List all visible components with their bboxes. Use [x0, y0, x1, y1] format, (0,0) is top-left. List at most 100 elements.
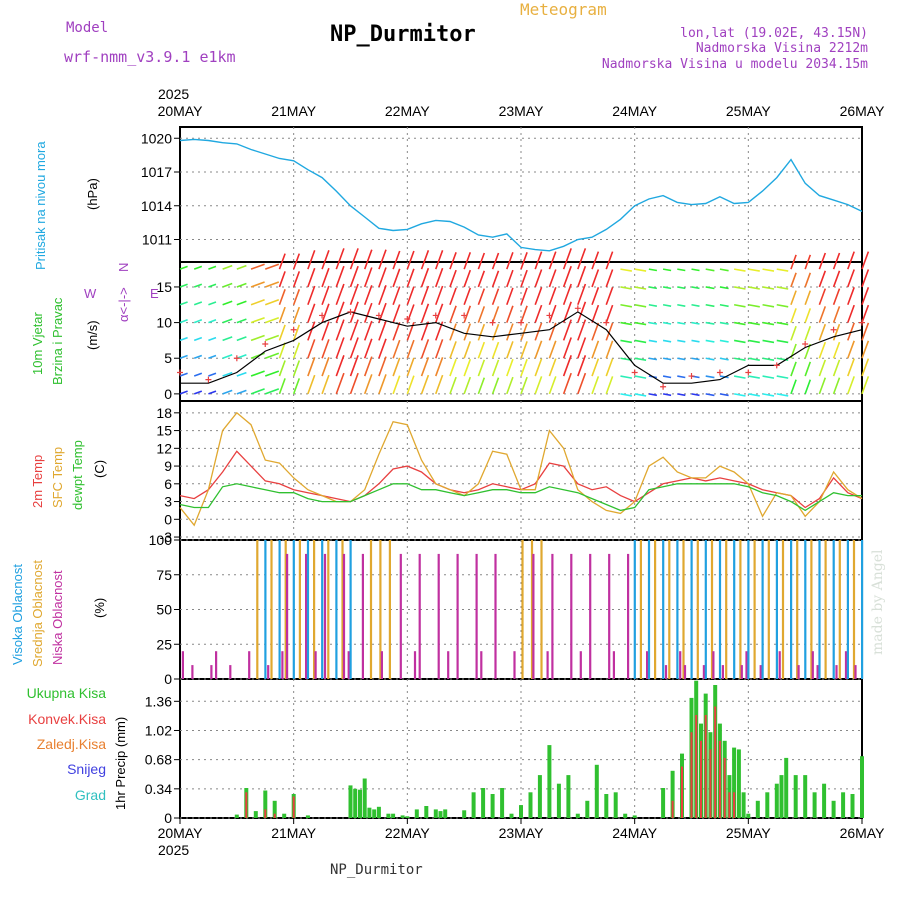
wind-gust-marker [631, 369, 638, 376]
cloud-bar [676, 540, 679, 679]
cloud-bar [278, 540, 281, 679]
wind-arrow [790, 361, 797, 377]
precip-bar-total [386, 813, 391, 818]
wind-arrow [662, 375, 672, 379]
cloud-bar [292, 540, 295, 679]
precip-bar-total [282, 813, 287, 818]
wind-arrow [208, 319, 217, 324]
wind-arrow [861, 304, 870, 323]
wind-arrow [562, 319, 572, 341]
wind-arrow [420, 339, 430, 359]
x-tick-label-top: 21MAY [271, 103, 317, 119]
wind-arrow [392, 304, 401, 323]
precip-bar-total [353, 788, 358, 818]
wind-arrow [307, 357, 316, 377]
wind-arrow [648, 303, 658, 307]
wind-arrow [620, 321, 633, 326]
temp-legend-sfc: SFC Temp [50, 447, 65, 508]
wind-arrow [491, 306, 500, 323]
cloud-bar [767, 540, 770, 679]
cloud-bar [347, 651, 350, 679]
wind-arrow [605, 376, 614, 395]
wind-arrow [776, 286, 789, 290]
wind-arrow [748, 286, 760, 290]
wind-arrow [349, 319, 359, 341]
wind-arrow [790, 308, 797, 323]
wind-arrow [449, 269, 457, 288]
precip-bar-total [755, 800, 760, 818]
wind-arrow [691, 393, 700, 397]
wind-arrow [179, 354, 188, 359]
wind-arrow [847, 322, 855, 341]
wind-arrow [449, 341, 457, 359]
precip-bar-total [348, 785, 353, 818]
wind-arrow [762, 286, 775, 290]
wind-arrow [534, 358, 543, 377]
wind-arrow [208, 372, 217, 377]
wind-arrow [349, 337, 359, 359]
cloud-bar [854, 665, 857, 679]
wind-arrow [705, 375, 715, 379]
cloud-bar [835, 665, 838, 679]
cloud-bar [530, 540, 534, 679]
wind-arrow [762, 339, 775, 344]
cloud-bar [753, 540, 756, 679]
wind-arrow [548, 322, 557, 341]
wind-arrow [861, 287, 870, 306]
precip-bar-total [362, 778, 367, 818]
cloud-bar [540, 540, 543, 679]
cloud-tick-label: 75 [156, 567, 172, 583]
wind-arrow [250, 370, 265, 377]
wind-arrow [577, 372, 587, 395]
cloud-bar [838, 540, 841, 679]
precip-bar-convective [733, 792, 736, 818]
wind-arrow [762, 375, 775, 379]
cloud-bar [447, 651, 450, 679]
wind-arrow [491, 288, 500, 306]
wind-arrow [420, 267, 430, 288]
wind-arrow [321, 357, 330, 377]
wind-arrow [434, 339, 444, 359]
wind-arrow [733, 339, 746, 344]
cloud-bar [399, 553, 402, 679]
wind-arrow [520, 252, 528, 270]
wind-arrow [591, 269, 600, 288]
wind-arrow [236, 318, 247, 324]
wind-arrow [264, 281, 280, 288]
wind-gust-marker [290, 326, 297, 333]
wind-arrow [378, 267, 387, 288]
wind-arrow [691, 286, 700, 290]
wind-arrow [349, 372, 359, 395]
wind-arrow [562, 372, 572, 395]
cloud-bar [797, 665, 800, 679]
wind-arrow [818, 359, 827, 377]
wind-arrow [804, 290, 812, 306]
wind-arrow [847, 340, 855, 359]
cloud-bar [480, 651, 483, 679]
wind-arrow [733, 375, 746, 379]
wind-arrow [677, 286, 686, 290]
cloud-bar [646, 651, 649, 679]
wind-arrow [804, 254, 812, 270]
precip-bar-total [841, 792, 846, 818]
cloud-bar [494, 553, 497, 679]
wind-arrow [208, 390, 217, 395]
cloud-bar [256, 540, 259, 679]
wind-arrow [648, 286, 658, 290]
precip-bar-total [623, 813, 628, 818]
wind-arrow [449, 252, 457, 270]
precip-bar-total [272, 800, 277, 818]
wind-arrow [179, 319, 188, 324]
cloud-bar [286, 553, 289, 679]
wind-arrow [392, 268, 401, 288]
cloud-bar [418, 553, 421, 679]
wind-arrow [577, 248, 587, 270]
model-altitude: Nadmorska Visina u modelu 2034.15m [601, 57, 868, 72]
precip-bar-total [500, 788, 505, 818]
cloud-bar [341, 540, 344, 679]
wind-arrow [648, 268, 658, 272]
temperature-tick-label: 9 [164, 458, 172, 474]
wind-arrow [790, 254, 797, 270]
precip-tick-label: 1.02 [145, 722, 172, 738]
wind-arrow [733, 393, 746, 397]
